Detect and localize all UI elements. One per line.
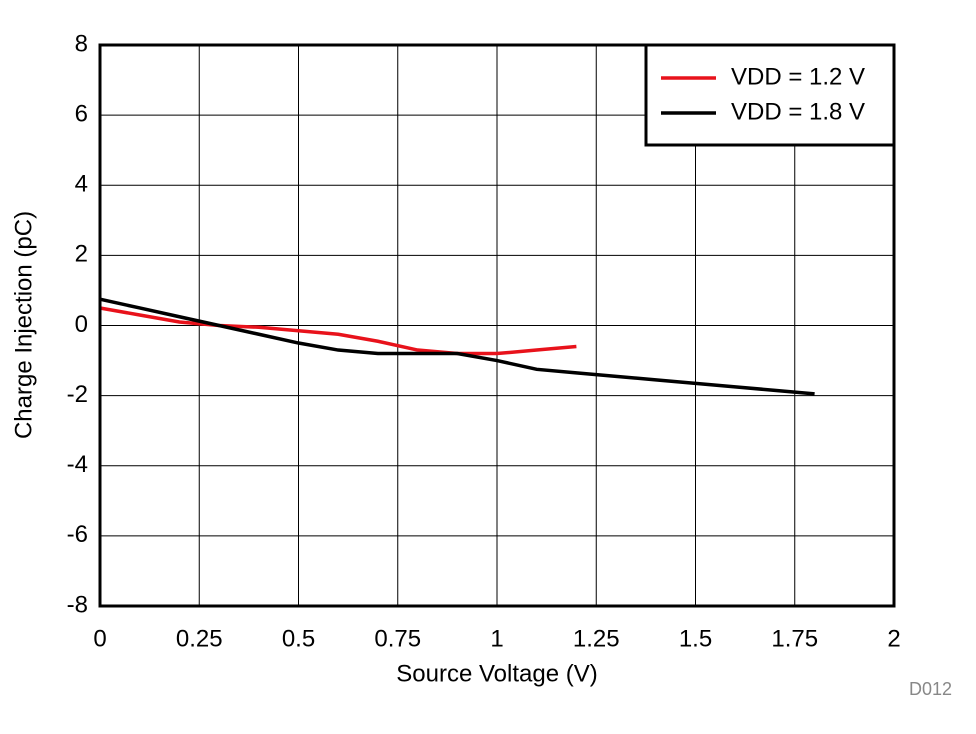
legend-box	[644, 43, 896, 147]
x-axis-title: Source Voltage (V)	[396, 660, 597, 687]
x-tick-label: 2	[887, 625, 900, 652]
y-tick-label: 6	[75, 100, 88, 127]
y-tick-label: -2	[67, 381, 88, 408]
x-tick-label: 0.25	[176, 625, 223, 652]
x-tick-label: 1	[490, 625, 503, 652]
x-tick-label: 1.25	[573, 625, 620, 652]
y-tick-label: 0	[75, 311, 88, 338]
y-tick-label: -8	[67, 591, 88, 618]
x-tick-label: 0.5	[282, 625, 315, 652]
y-tick-label: 4	[75, 171, 88, 198]
legend-label: VDD = 1.8 V	[731, 98, 865, 125]
y-tick-label: -6	[67, 521, 88, 548]
y-axis-title: Charge Injection (pC)	[10, 211, 37, 439]
legend-label: VDD = 1.2 V	[731, 63, 865, 90]
x-tick-label: 1.75	[771, 625, 818, 652]
y-tick-label: 8	[75, 30, 88, 57]
y-tick-label: 2	[75, 241, 88, 268]
plot-frame	[98, 43, 896, 608]
annotation: D012	[909, 679, 952, 699]
line	[99, 297, 815, 396]
y-tick-label: -4	[67, 451, 88, 478]
x-tick-label: 0	[93, 625, 106, 652]
x-tick-label: 1.5	[679, 625, 712, 652]
line	[99, 306, 577, 356]
x-tick-label: 0.75	[374, 625, 421, 652]
